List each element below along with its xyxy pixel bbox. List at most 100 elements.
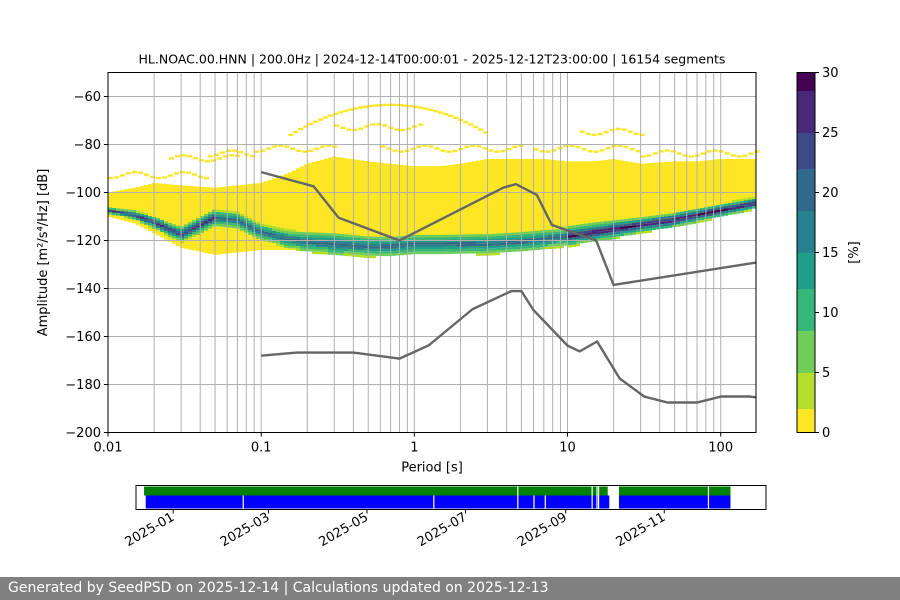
heatmap-cell xyxy=(440,234,444,238)
heatmap-outlier xyxy=(488,149,494,152)
heatmap-cell xyxy=(608,237,612,240)
heatmap-outlier xyxy=(220,151,226,154)
heatmap-cell xyxy=(696,215,700,219)
heatmap-cell xyxy=(748,206,752,210)
heatmap-cell xyxy=(136,215,140,218)
heatmap-column xyxy=(112,191,116,219)
heatmap-outlier xyxy=(730,154,736,157)
heatmap-cell xyxy=(632,220,636,223)
heatmap-cell xyxy=(316,242,320,245)
heatmap-cell xyxy=(344,241,348,244)
heatmap-cell xyxy=(700,215,704,218)
heatmap-cell xyxy=(380,251,384,254)
heatmap-outlier xyxy=(260,149,266,152)
heatmap-column xyxy=(648,163,652,225)
heatmap-cell xyxy=(204,218,208,222)
colorbar-segment xyxy=(797,288,815,295)
heatmap-cell xyxy=(164,230,168,234)
heatmap-column xyxy=(428,166,432,251)
heatmap-cell xyxy=(460,234,464,237)
heatmap-cell xyxy=(116,213,120,216)
heatmap-cell xyxy=(236,216,240,220)
heatmap-cell xyxy=(628,230,632,233)
heatmap-cell xyxy=(492,236,496,239)
heatmap-column xyxy=(440,166,444,251)
heatmap-cell xyxy=(132,214,136,218)
heatmap-cell xyxy=(744,197,748,201)
heatmap-column xyxy=(292,170,296,251)
heatmap-cell xyxy=(496,245,500,248)
heatmap-cell xyxy=(528,231,532,234)
availability-gap xyxy=(598,486,600,496)
heatmap-cell xyxy=(480,243,484,247)
heatmap-cell xyxy=(360,255,364,258)
heatmap-cell xyxy=(628,228,632,231)
heatmap-cell xyxy=(752,203,756,207)
colorbar-segment xyxy=(797,132,815,139)
availability-gap xyxy=(517,495,519,509)
colorbar-tick-label: 20 xyxy=(822,186,839,201)
heatmap-cell xyxy=(264,229,268,232)
heatmap-cell xyxy=(408,252,412,255)
colorbar-segment xyxy=(797,312,815,319)
heatmap-cell xyxy=(296,246,300,249)
heatmap-outlier xyxy=(180,154,186,157)
heatmap-cell xyxy=(736,208,740,212)
heatmap-cell xyxy=(728,212,732,216)
heatmap-cell xyxy=(144,217,148,220)
heatmap-cell xyxy=(520,236,524,240)
timeline-tick-label: 2025-03 xyxy=(218,510,273,550)
heatmap-cell xyxy=(584,228,588,231)
heatmap-cell xyxy=(636,222,640,225)
heatmap-cell xyxy=(656,217,660,220)
heatmap-cell xyxy=(556,241,560,244)
heatmap-cell xyxy=(212,221,216,225)
heatmap-cell xyxy=(544,234,548,238)
heatmap-cell xyxy=(596,229,600,232)
heatmap-cell xyxy=(404,238,408,241)
heatmap-cell xyxy=(164,221,168,224)
heatmap-cell xyxy=(708,218,712,221)
heatmap-cell xyxy=(348,251,352,254)
heatmap-column xyxy=(256,183,260,251)
heatmap-cell xyxy=(472,248,476,252)
chart-grid xyxy=(107,72,756,433)
heatmap-cell xyxy=(464,236,468,240)
heatmap-column xyxy=(348,158,352,251)
heatmap-cell xyxy=(292,246,296,249)
heatmap-cell xyxy=(340,253,344,256)
heatmap-cell xyxy=(460,241,464,245)
heatmap-column xyxy=(184,185,188,249)
heatmap-cell xyxy=(644,230,648,234)
heatmap-cell xyxy=(284,240,288,244)
colorbar-segment xyxy=(797,138,815,145)
heatmap-cell xyxy=(672,220,676,223)
heatmap-cell xyxy=(692,211,696,215)
heatmap-cell xyxy=(600,235,604,239)
heatmap-cell xyxy=(292,231,296,235)
heatmap-column xyxy=(144,184,148,230)
heatmap-cell xyxy=(380,253,384,256)
heatmap-cell xyxy=(472,234,476,237)
heatmap-cell xyxy=(456,237,460,240)
colorbar-tick-label: 15 xyxy=(822,246,839,261)
heatmap-cell xyxy=(640,226,644,230)
heatmap-cell xyxy=(468,251,472,254)
heatmap-cell xyxy=(672,215,676,218)
heatmap-cell xyxy=(156,228,160,231)
heatmap-cell xyxy=(488,250,492,254)
colorbar-segment xyxy=(797,426,815,433)
heatmap-column xyxy=(304,164,308,251)
heatmap-cell xyxy=(480,234,484,237)
heatmap-cell xyxy=(376,251,380,254)
heatmap-cell xyxy=(164,223,168,227)
heatmap-cell xyxy=(184,236,188,239)
heatmap-column xyxy=(672,161,676,222)
heatmap-cell xyxy=(248,227,252,230)
colorbar-segment xyxy=(797,234,815,241)
heatmap-cell xyxy=(716,207,720,210)
heatmap-cell xyxy=(292,229,296,232)
heatmap-outlier xyxy=(168,157,174,160)
heatmap-cell xyxy=(284,238,288,241)
availability-gap xyxy=(242,495,244,509)
